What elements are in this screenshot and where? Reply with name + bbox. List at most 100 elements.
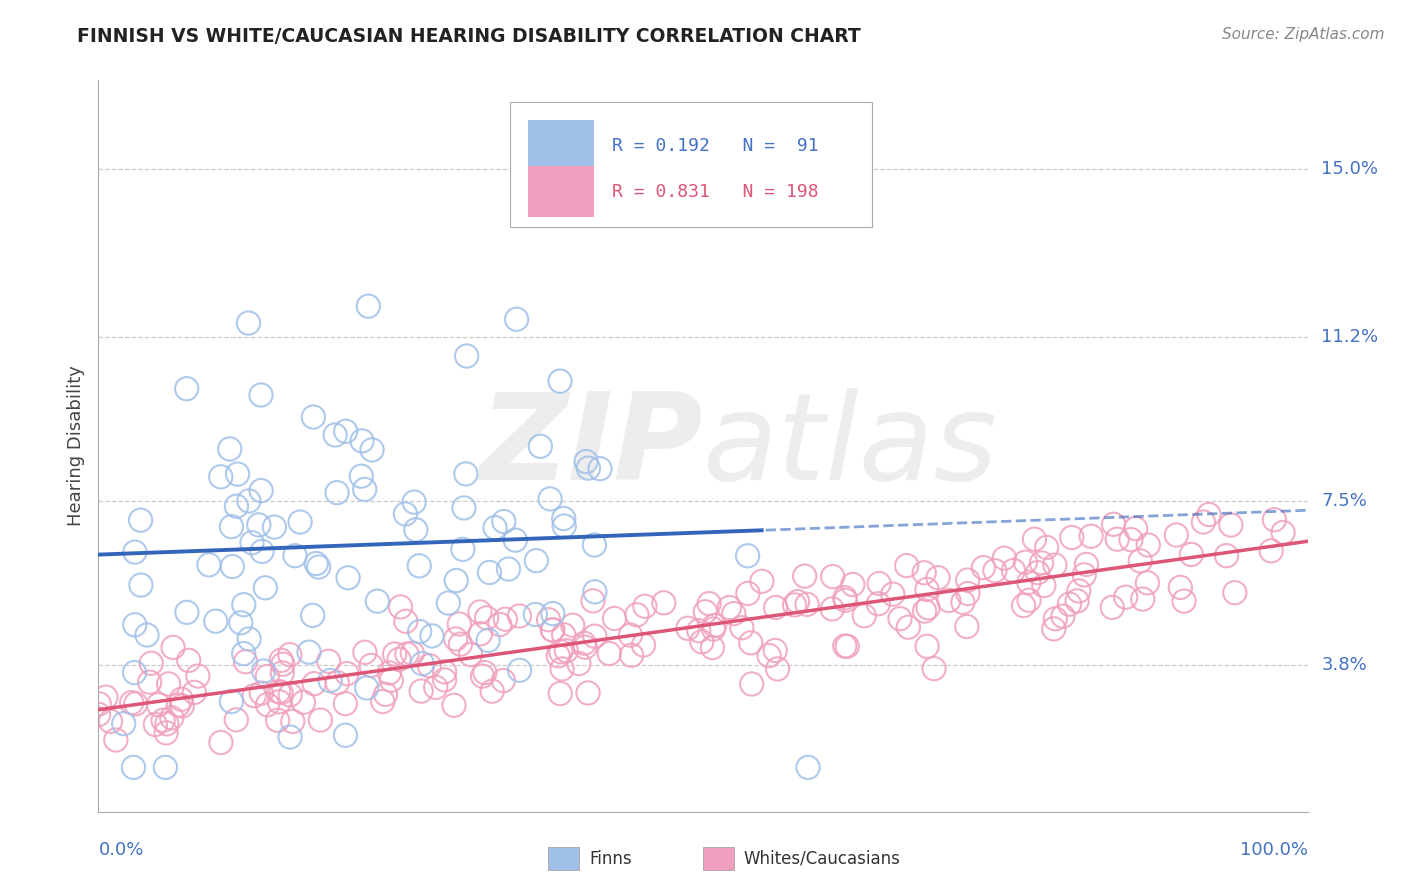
- Point: [1045, 612, 1067, 626]
- Point: [408, 624, 430, 639]
- Text: 11.2%: 11.2%: [1322, 328, 1379, 346]
- Point: [270, 653, 292, 667]
- Point: [162, 640, 184, 655]
- Point: [1012, 599, 1035, 613]
- Point: [834, 639, 856, 653]
- Point: [89, 697, 111, 711]
- Point: [868, 576, 890, 591]
- Point: [336, 666, 359, 681]
- Text: 0.0%: 0.0%: [98, 841, 143, 859]
- Bar: [527, 166, 595, 218]
- Point: [437, 596, 460, 610]
- Point: [598, 647, 620, 661]
- Point: [1043, 622, 1066, 636]
- Point: [576, 686, 599, 700]
- Point: [524, 607, 547, 622]
- Point: [553, 519, 575, 533]
- Point: [956, 586, 979, 600]
- Point: [121, 696, 143, 710]
- Text: 7.5%: 7.5%: [1322, 492, 1368, 510]
- Point: [603, 611, 626, 625]
- Point: [1223, 585, 1246, 599]
- Point: [157, 677, 180, 691]
- Point: [353, 483, 375, 497]
- Point: [1026, 566, 1049, 580]
- Point: [305, 557, 328, 571]
- Point: [350, 434, 373, 448]
- Point: [541, 623, 564, 637]
- Point: [575, 454, 598, 468]
- Point: [411, 657, 433, 671]
- Point: [124, 617, 146, 632]
- Point: [232, 598, 254, 612]
- Text: Whites/Caucasians: Whites/Caucasians: [744, 849, 901, 868]
- Point: [541, 607, 564, 621]
- Point: [1129, 554, 1152, 568]
- Point: [509, 663, 531, 677]
- Point: [758, 648, 780, 663]
- Point: [553, 628, 575, 642]
- Point: [335, 697, 357, 711]
- Point: [1024, 532, 1046, 546]
- Point: [1263, 513, 1285, 527]
- Point: [481, 684, 503, 698]
- Point: [1032, 578, 1054, 592]
- Point: [652, 596, 675, 610]
- Point: [250, 544, 273, 558]
- Point: [401, 646, 423, 660]
- Text: FINNISH VS WHITE/CAUCASIAN HEARING DISABILITY CORRELATION CHART: FINNISH VS WHITE/CAUCASIAN HEARING DISAB…: [77, 27, 860, 45]
- Point: [1119, 533, 1142, 547]
- Point: [335, 728, 357, 742]
- Point: [915, 640, 938, 654]
- Point: [568, 657, 591, 671]
- Point: [319, 673, 342, 688]
- Point: [914, 604, 936, 618]
- Point: [170, 692, 193, 706]
- Point: [676, 621, 699, 635]
- Point: [797, 760, 820, 774]
- Bar: [527, 120, 595, 171]
- Point: [1102, 517, 1125, 532]
- Point: [917, 600, 939, 615]
- Point: [318, 654, 340, 668]
- Point: [229, 615, 252, 630]
- Point: [1115, 590, 1137, 604]
- Point: [993, 551, 1015, 566]
- Point: [837, 640, 859, 654]
- Point: [326, 485, 349, 500]
- Point: [793, 569, 815, 583]
- Point: [177, 653, 200, 667]
- Point: [94, 690, 117, 705]
- Point: [1180, 548, 1202, 562]
- Point: [350, 469, 373, 483]
- Point: [938, 593, 960, 607]
- Point: [889, 612, 911, 626]
- Point: [583, 629, 606, 643]
- Point: [451, 542, 474, 557]
- Point: [576, 461, 599, 475]
- Point: [405, 523, 427, 537]
- Point: [408, 558, 430, 573]
- Point: [302, 676, 325, 690]
- Point: [136, 628, 159, 642]
- Point: [218, 442, 240, 456]
- Point: [896, 558, 918, 573]
- Point: [1067, 584, 1090, 599]
- Point: [209, 735, 232, 749]
- Point: [737, 549, 759, 563]
- Point: [1173, 594, 1195, 608]
- Point: [225, 500, 247, 514]
- Point: [537, 613, 560, 627]
- Point: [271, 657, 294, 672]
- Point: [238, 316, 260, 330]
- Point: [1018, 593, 1040, 607]
- Point: [703, 618, 725, 632]
- Point: [1219, 518, 1241, 533]
- Point: [555, 643, 578, 657]
- Point: [1101, 600, 1123, 615]
- Point: [897, 620, 920, 634]
- Point: [697, 597, 720, 611]
- Point: [160, 711, 183, 725]
- Point: [1043, 558, 1066, 573]
- Point: [1031, 556, 1053, 570]
